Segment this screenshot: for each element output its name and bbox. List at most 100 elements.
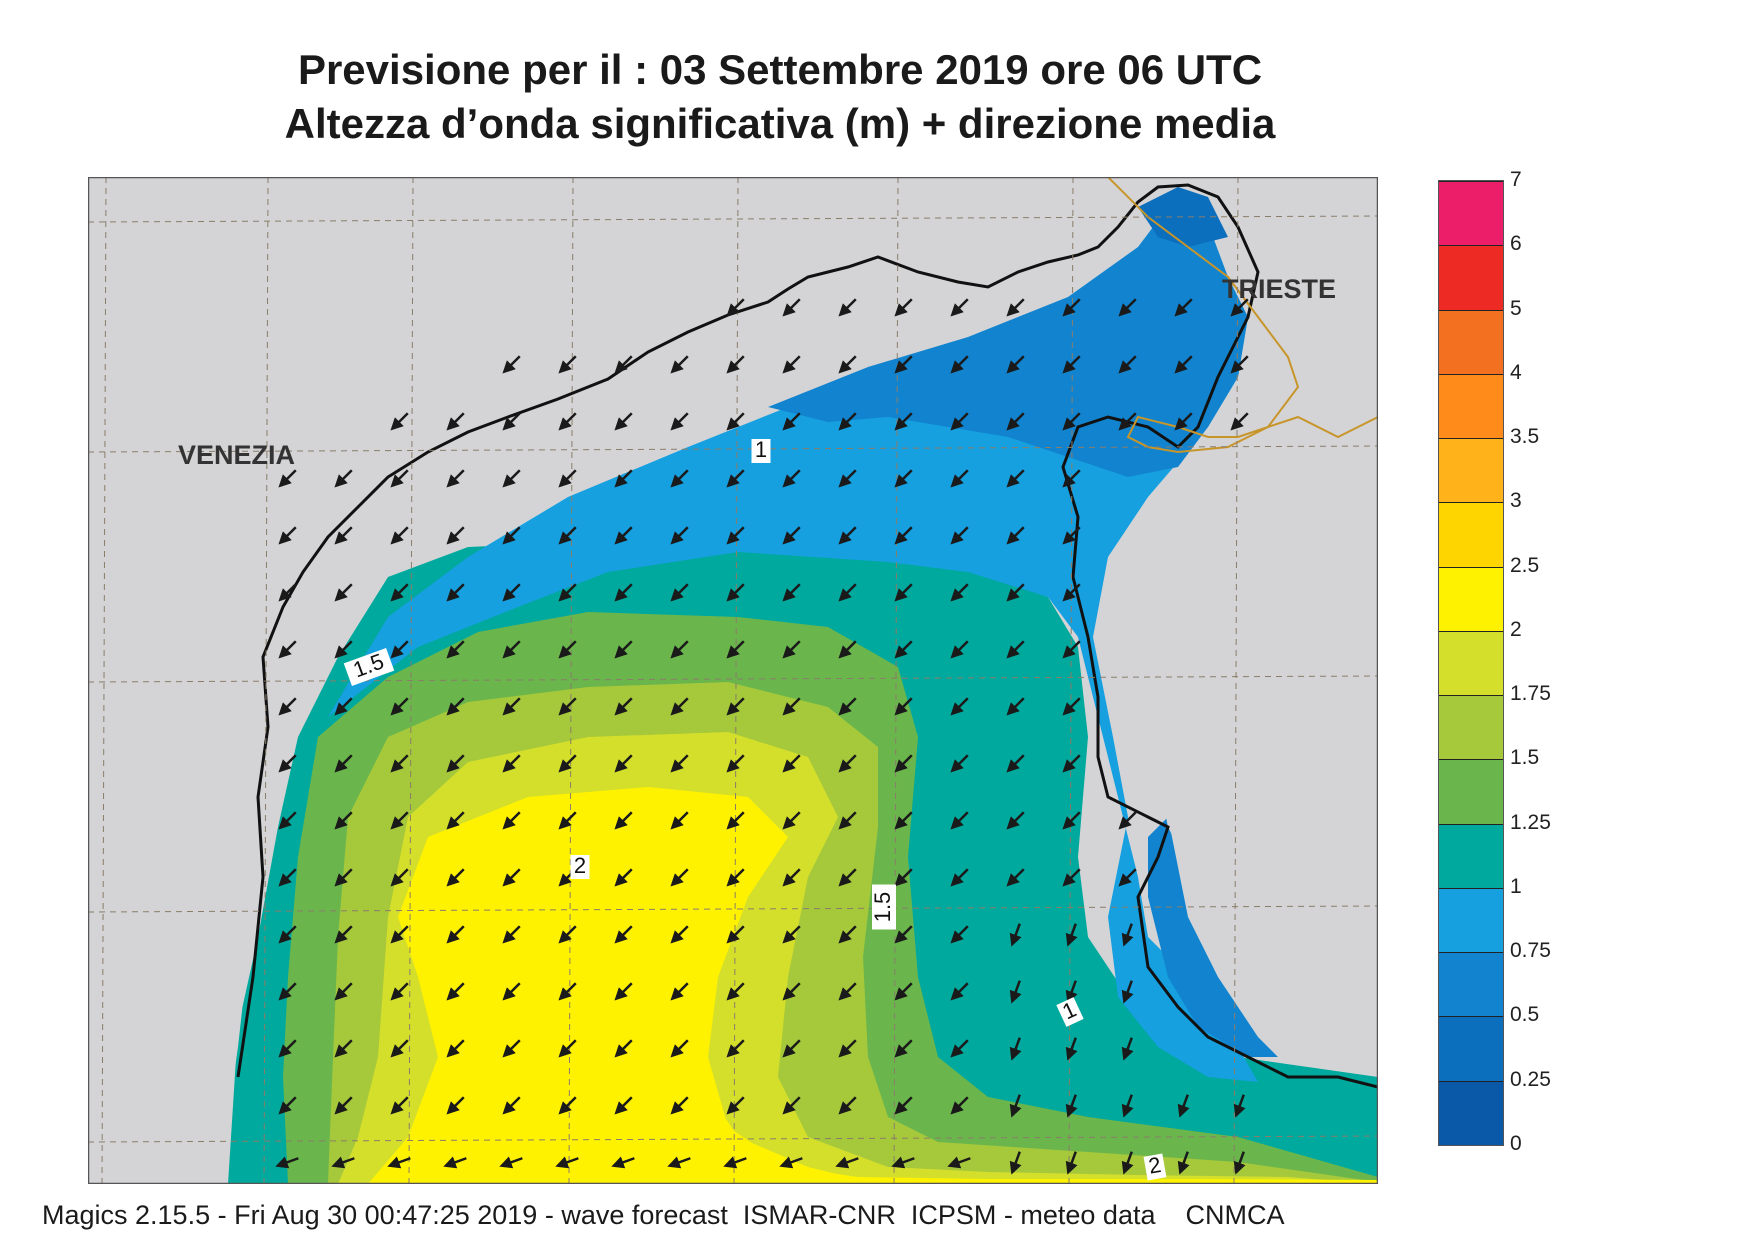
wave-direction-arrow	[446, 982, 465, 1001]
wave-direction-arrow	[782, 925, 801, 944]
colorbar-tick-label: 7	[1510, 168, 1522, 191]
wave-direction-arrow	[894, 811, 913, 830]
colorbar-tick-label: 0	[1510, 1132, 1522, 1155]
wave-direction-arrow	[1118, 412, 1137, 431]
wave-direction-arrow	[558, 925, 577, 944]
wave-direction-arrow	[558, 1039, 577, 1058]
wave-direction-arrow	[1009, 1151, 1022, 1175]
wave-direction-arrow	[894, 355, 913, 374]
direction-arrows	[275, 298, 1249, 1175]
wave-direction-arrow	[1062, 469, 1081, 488]
colorbar-tick-label: 4	[1510, 360, 1522, 384]
wave-direction-arrow	[1006, 697, 1025, 716]
wave-direction-arrow	[334, 526, 353, 545]
wave-direction-arrow	[670, 1039, 689, 1058]
colorbar-tick-label: 0.75	[1510, 939, 1551, 963]
svg-text:1.5: 1.5	[870, 892, 895, 923]
wave-direction-arrow	[278, 583, 297, 602]
wave-direction-arrow	[1006, 526, 1025, 545]
wave-direction-arrow	[1121, 1151, 1134, 1175]
wave-direction-arrow	[275, 1156, 299, 1169]
colorbar-segment	[1439, 695, 1503, 760]
wave-direction-arrow	[614, 526, 633, 545]
wave-direction-arrow	[558, 583, 577, 602]
wave-direction-arrow	[614, 355, 633, 374]
wave-direction-arrow	[950, 868, 969, 887]
wave-direction-arrow	[558, 640, 577, 659]
wave-direction-arrow	[1062, 868, 1081, 887]
wave-direction-arrow	[502, 811, 521, 830]
wave-direction-arrow	[1006, 469, 1025, 488]
wave-direction-arrow	[390, 868, 409, 887]
colorbar-tick-label: 1.25	[1510, 810, 1551, 834]
colorbar-tick-label: 2.5	[1510, 553, 1540, 577]
wave-direction-arrow	[950, 298, 969, 317]
footer-credits: Magics 2.15.5 - Fri Aug 30 00:47:25 2019…	[42, 1200, 1285, 1230]
wave-direction-arrow	[782, 583, 801, 602]
wave-direction-arrow	[331, 1156, 355, 1169]
wave-direction-arrow	[1121, 1037, 1134, 1061]
wave-direction-arrow	[1230, 412, 1249, 431]
colorbar-tick-label: 3.5	[1510, 425, 1540, 449]
svg-text:2: 2	[1147, 1152, 1163, 1179]
wave-direction-arrow	[670, 697, 689, 716]
wave-direction-arrow	[838, 1039, 857, 1058]
wave-direction-arrow	[838, 469, 857, 488]
colorbar-tick-label: 3	[1510, 489, 1522, 513]
land-venice-lagoon	[233, 387, 558, 827]
wave-direction-arrow	[278, 526, 297, 545]
wave-direction-arrow	[558, 355, 577, 374]
wave-direction-arrow	[947, 1156, 971, 1169]
colorbar-tick-label: 6	[1510, 232, 1522, 256]
wave-direction-arrow	[278, 469, 297, 488]
wave-direction-arrow	[1062, 412, 1081, 431]
wave-direction-arrow	[278, 697, 297, 716]
wave-direction-arrow	[950, 412, 969, 431]
coastline	[236, 183, 1378, 1089]
wave-direction-arrow	[334, 925, 353, 944]
wave-direction-arrow	[1062, 697, 1081, 716]
wave-direction-arrow	[614, 754, 633, 773]
wave-direction-arrow	[558, 1096, 577, 1115]
wave-direction-arrow	[502, 697, 521, 716]
wave-direction-arrow	[611, 1156, 635, 1169]
wave-direction-arrow	[558, 982, 577, 1001]
wave-direction-arrow	[894, 868, 913, 887]
wave-direction-arrow	[726, 640, 745, 659]
colorbar-segment	[1439, 1016, 1503, 1081]
wave-direction-arrow	[670, 469, 689, 488]
wave-direction-arrow	[670, 640, 689, 659]
wave-direction-arrow	[1233, 1151, 1246, 1175]
wave-direction-arrow	[1006, 412, 1025, 431]
wave-direction-arrow	[726, 1096, 745, 1115]
grid-line	[733, 177, 739, 1184]
wave-direction-arrow	[891, 1156, 915, 1169]
wave-direction-arrow	[446, 754, 465, 773]
wave-direction-arrow	[278, 868, 297, 887]
wave-direction-arrow	[614, 925, 633, 944]
wave-direction-arrow	[1118, 868, 1137, 887]
wave-direction-arrow	[894, 412, 913, 431]
colorbar-segment	[1439, 823, 1503, 888]
wave-direction-arrow	[502, 925, 521, 944]
wave-direction-arrow	[502, 469, 521, 488]
wave-direction-arrow	[1062, 811, 1081, 830]
wave-direction-arrow	[950, 697, 969, 716]
colorbar-segment	[1439, 952, 1503, 1017]
city-label-trieste: TRIESTE	[1222, 274, 1337, 304]
wave-direction-arrow	[1121, 980, 1134, 1004]
wave-direction-arrow	[502, 583, 521, 602]
wave-direction-arrow	[278, 982, 297, 1001]
wave-direction-arrow	[838, 583, 857, 602]
grid-line	[263, 177, 269, 1184]
wave-direction-arrow	[782, 1096, 801, 1115]
wave-direction-arrow	[446, 583, 465, 602]
colorbar-segment	[1439, 887, 1503, 953]
wave-direction-arrow	[558, 469, 577, 488]
wave-direction-arrow	[894, 583, 913, 602]
wave-direction-arrow	[390, 640, 409, 659]
wave-direction-arrow	[1121, 923, 1134, 947]
wave-direction-arrow	[1006, 811, 1025, 830]
wave-direction-arrow	[502, 982, 521, 1001]
colorbar-tick-label: 1.75	[1510, 682, 1551, 706]
